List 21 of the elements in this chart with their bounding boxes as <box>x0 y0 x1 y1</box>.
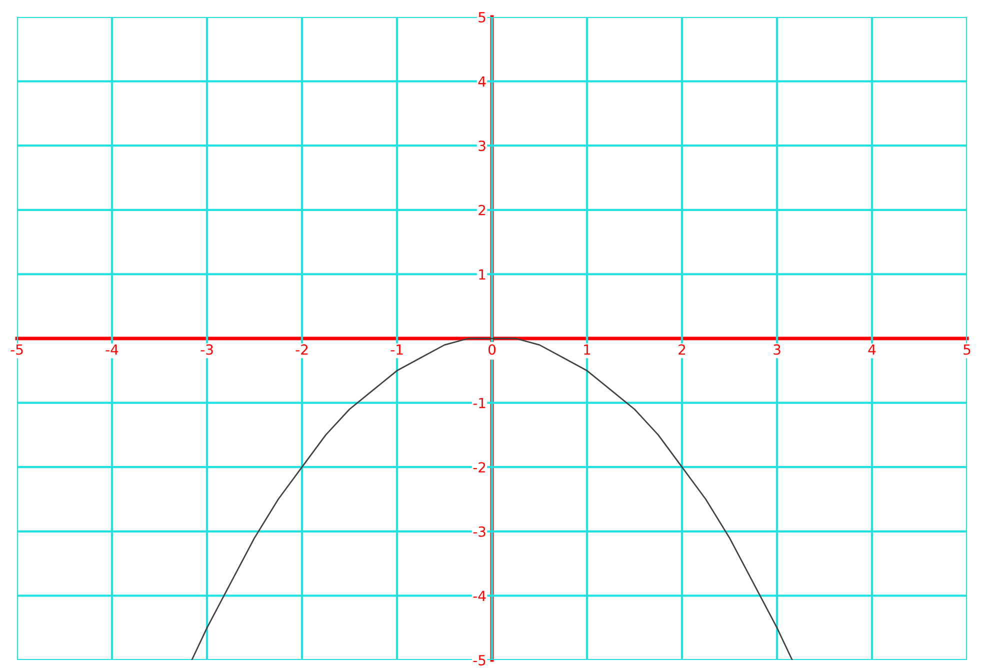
y-tick-label: -4 <box>473 590 486 601</box>
x-tick-label: -5 <box>10 344 23 355</box>
y-tick-label: -3 <box>473 526 486 537</box>
y-tick-label: 5 <box>478 12 486 22</box>
y-tick-label: 3 <box>478 140 486 152</box>
x-tick-label: 2 <box>678 344 686 355</box>
y-tick-label: 4 <box>478 76 486 87</box>
x-tick-label: 4 <box>868 344 876 355</box>
y-tick-label: -2 <box>473 462 486 472</box>
x-tick-label: 5 <box>964 344 970 355</box>
y-tick-label: 1 <box>479 269 486 280</box>
x-tick-label: 1 <box>584 344 590 355</box>
x-tick-label: 3 <box>774 344 780 355</box>
x-tick-label: -4 <box>106 344 118 355</box>
x-tick-label: 0 <box>488 344 496 355</box>
x-tick-label: -3 <box>200 344 213 355</box>
y-tick-label: 2 <box>478 204 486 216</box>
x-tick-label: -1 <box>390 344 403 355</box>
x-tick-label: -2 <box>296 344 308 355</box>
y-tick-label: -5 <box>473 655 486 666</box>
y-tick-label: -1 <box>473 398 486 408</box>
